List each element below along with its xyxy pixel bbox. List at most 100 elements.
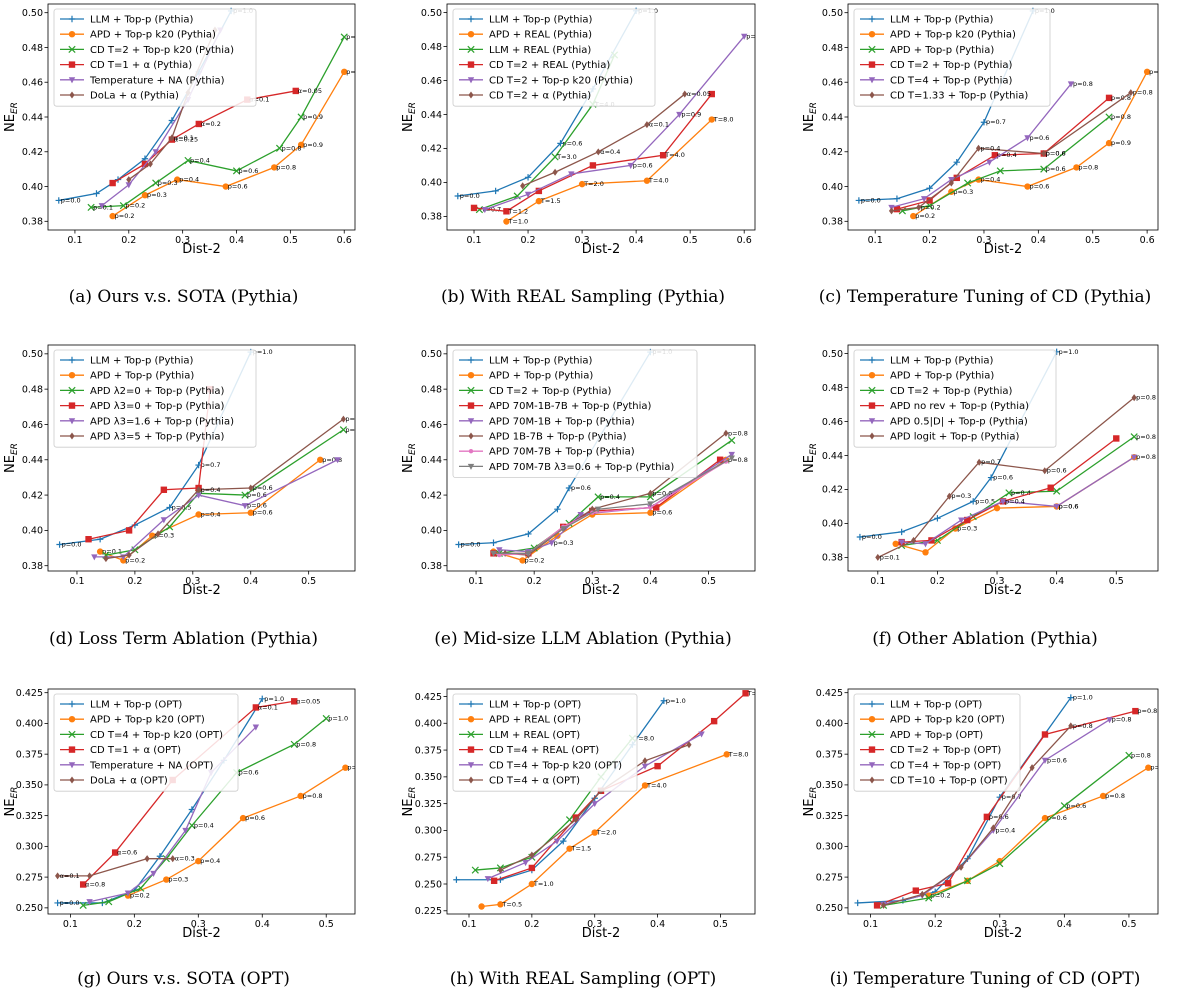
data-point	[910, 212, 917, 220]
x-axis-label: Dist-2	[984, 583, 1022, 598]
x-axis-label: Dist-2	[984, 242, 1022, 257]
legend-marker	[467, 31, 475, 38]
series-2: p=0.1p=0.2 p=0.3 p=0.4 p=0.6 p=0.8	[96, 456, 342, 564]
x-tick-label: 0.1	[469, 576, 484, 587]
data-point	[55, 197, 62, 204]
series-line	[99, 459, 321, 562]
point-annotation: p=0.8	[276, 163, 296, 171]
y-tick-label: 0.40	[421, 526, 442, 537]
series-6: p=0.2 p=0.4 p=0.6 p=0.8	[888, 89, 1153, 215]
point-annotation: p=0.4	[190, 156, 210, 164]
y-tick-label: 0.50	[22, 8, 43, 19]
data-point	[105, 898, 113, 906]
x-tick-label: 0.5	[701, 576, 716, 587]
series-line	[901, 437, 1117, 543]
data-point	[470, 204, 478, 212]
data-point	[484, 876, 492, 883]
data-point	[528, 880, 536, 888]
data-point	[1041, 814, 1049, 822]
legend-label: CD T=2 + Top-p k20 (Pythia)	[90, 45, 234, 56]
x-tick-label: 0.3	[585, 576, 600, 587]
y-tick-label: 0.350	[16, 780, 43, 791]
data-point	[341, 68, 348, 76]
y-tick-label: 0.48	[22, 43, 43, 54]
x-axis-label: Dist-2	[984, 926, 1022, 941]
y-tick-label: 0.40	[421, 178, 442, 189]
series-4: p=0.6 p=0.8	[873, 707, 1157, 909]
y-tick-label: 0.38	[22, 561, 43, 572]
y-tick-label: 0.42	[822, 485, 843, 496]
legend-label: APD + Top-p k20 (OPT)	[90, 715, 205, 726]
data-point	[953, 174, 960, 182]
data-point	[195, 857, 202, 865]
point-annotation: T=1.0	[533, 880, 554, 888]
y-axis-label: NEER	[3, 787, 20, 817]
point-annotation: α=0.1	[174, 134, 194, 142]
point-annotation: p=1.0	[1150, 764, 1170, 772]
series-line	[499, 439, 733, 554]
legend-marker	[467, 716, 475, 723]
point-annotation: p=0.3	[554, 539, 574, 547]
series-line	[493, 459, 727, 562]
series-6: α=0.1 α=0.3	[55, 855, 195, 880]
legend-marker	[868, 372, 876, 379]
point-annotation: p=0.8	[1111, 94, 1131, 102]
data-point	[551, 153, 559, 161]
data-point	[317, 456, 324, 463]
legend-label: LLM + Top-p (Pythia)	[890, 15, 994, 26]
point-annotation: p=0.8	[1136, 394, 1156, 402]
x-tick-label: 0.4	[1049, 576, 1064, 587]
point-annotation: p=0.4	[200, 857, 220, 865]
x-tick-label: 0.4	[255, 919, 270, 930]
point-annotation: p=0.5	[975, 497, 995, 505]
legend-box	[53, 349, 257, 448]
data-point	[911, 536, 917, 544]
data-point	[1125, 751, 1133, 760]
data-point	[55, 872, 61, 880]
data-point	[990, 824, 996, 832]
data-point	[1073, 164, 1080, 171]
series-line	[883, 719, 1110, 905]
data-point	[490, 877, 498, 884]
data-point	[686, 741, 692, 749]
panel-caption: (i) Temperature Tuning of CD (OPT)	[830, 969, 1141, 989]
series-2: T=1.0 T=1.5 T=2.0 T=4.0 T=8.0	[503, 116, 734, 226]
data-point	[560, 526, 567, 533]
data-point	[195, 120, 203, 128]
legend-marker	[868, 700, 876, 708]
point-annotation: p=0.6	[1046, 150, 1066, 158]
point-annotation: p=0.6	[1046, 165, 1066, 173]
point-annotation: p=0.6	[993, 474, 1013, 482]
data-point	[1041, 149, 1047, 158]
y-tick-label: 0.275	[16, 872, 43, 883]
point-annotation: p=0.8	[1133, 89, 1153, 97]
y-tick-label: 0.250	[415, 879, 442, 890]
legend-label: CD T=10 + Top-p (OPT)	[890, 776, 1008, 787]
data-point	[594, 493, 602, 501]
legend-marker	[868, 77, 876, 84]
legend-label: APD + Top-p (Pythia)	[890, 371, 994, 382]
x-tick-label: 0.4	[650, 919, 665, 930]
point-annotation: α=0.6	[117, 849, 137, 857]
y-tick-label: 0.375	[415, 745, 442, 756]
data-point	[188, 806, 196, 813]
y-tick-label: 0.350	[415, 772, 442, 783]
data-point	[322, 714, 330, 723]
point-annotation: p=0.8	[345, 426, 365, 434]
legend-marker	[467, 356, 475, 364]
data-point	[259, 695, 266, 703]
data-point	[163, 876, 170, 883]
y-tick-label: 0.425	[816, 688, 843, 699]
point-annotation: α=0.1	[249, 96, 269, 104]
point-annotation: p=0.6	[633, 161, 653, 169]
point-annotation: p=0.6	[1066, 802, 1086, 810]
y-tick-label: 0.250	[816, 903, 843, 914]
legend-label: CD T=2 + Top-p (OPT)	[890, 745, 1001, 756]
data-point	[728, 455, 735, 462]
data-point	[1143, 68, 1151, 76]
point-annotation: p=0.0	[861, 196, 881, 204]
point-annotation: p=0.2	[921, 203, 941, 211]
y-tick-label: 0.40	[822, 519, 843, 530]
series-8	[490, 455, 735, 557]
y-tick-label: 0.48	[421, 42, 442, 53]
